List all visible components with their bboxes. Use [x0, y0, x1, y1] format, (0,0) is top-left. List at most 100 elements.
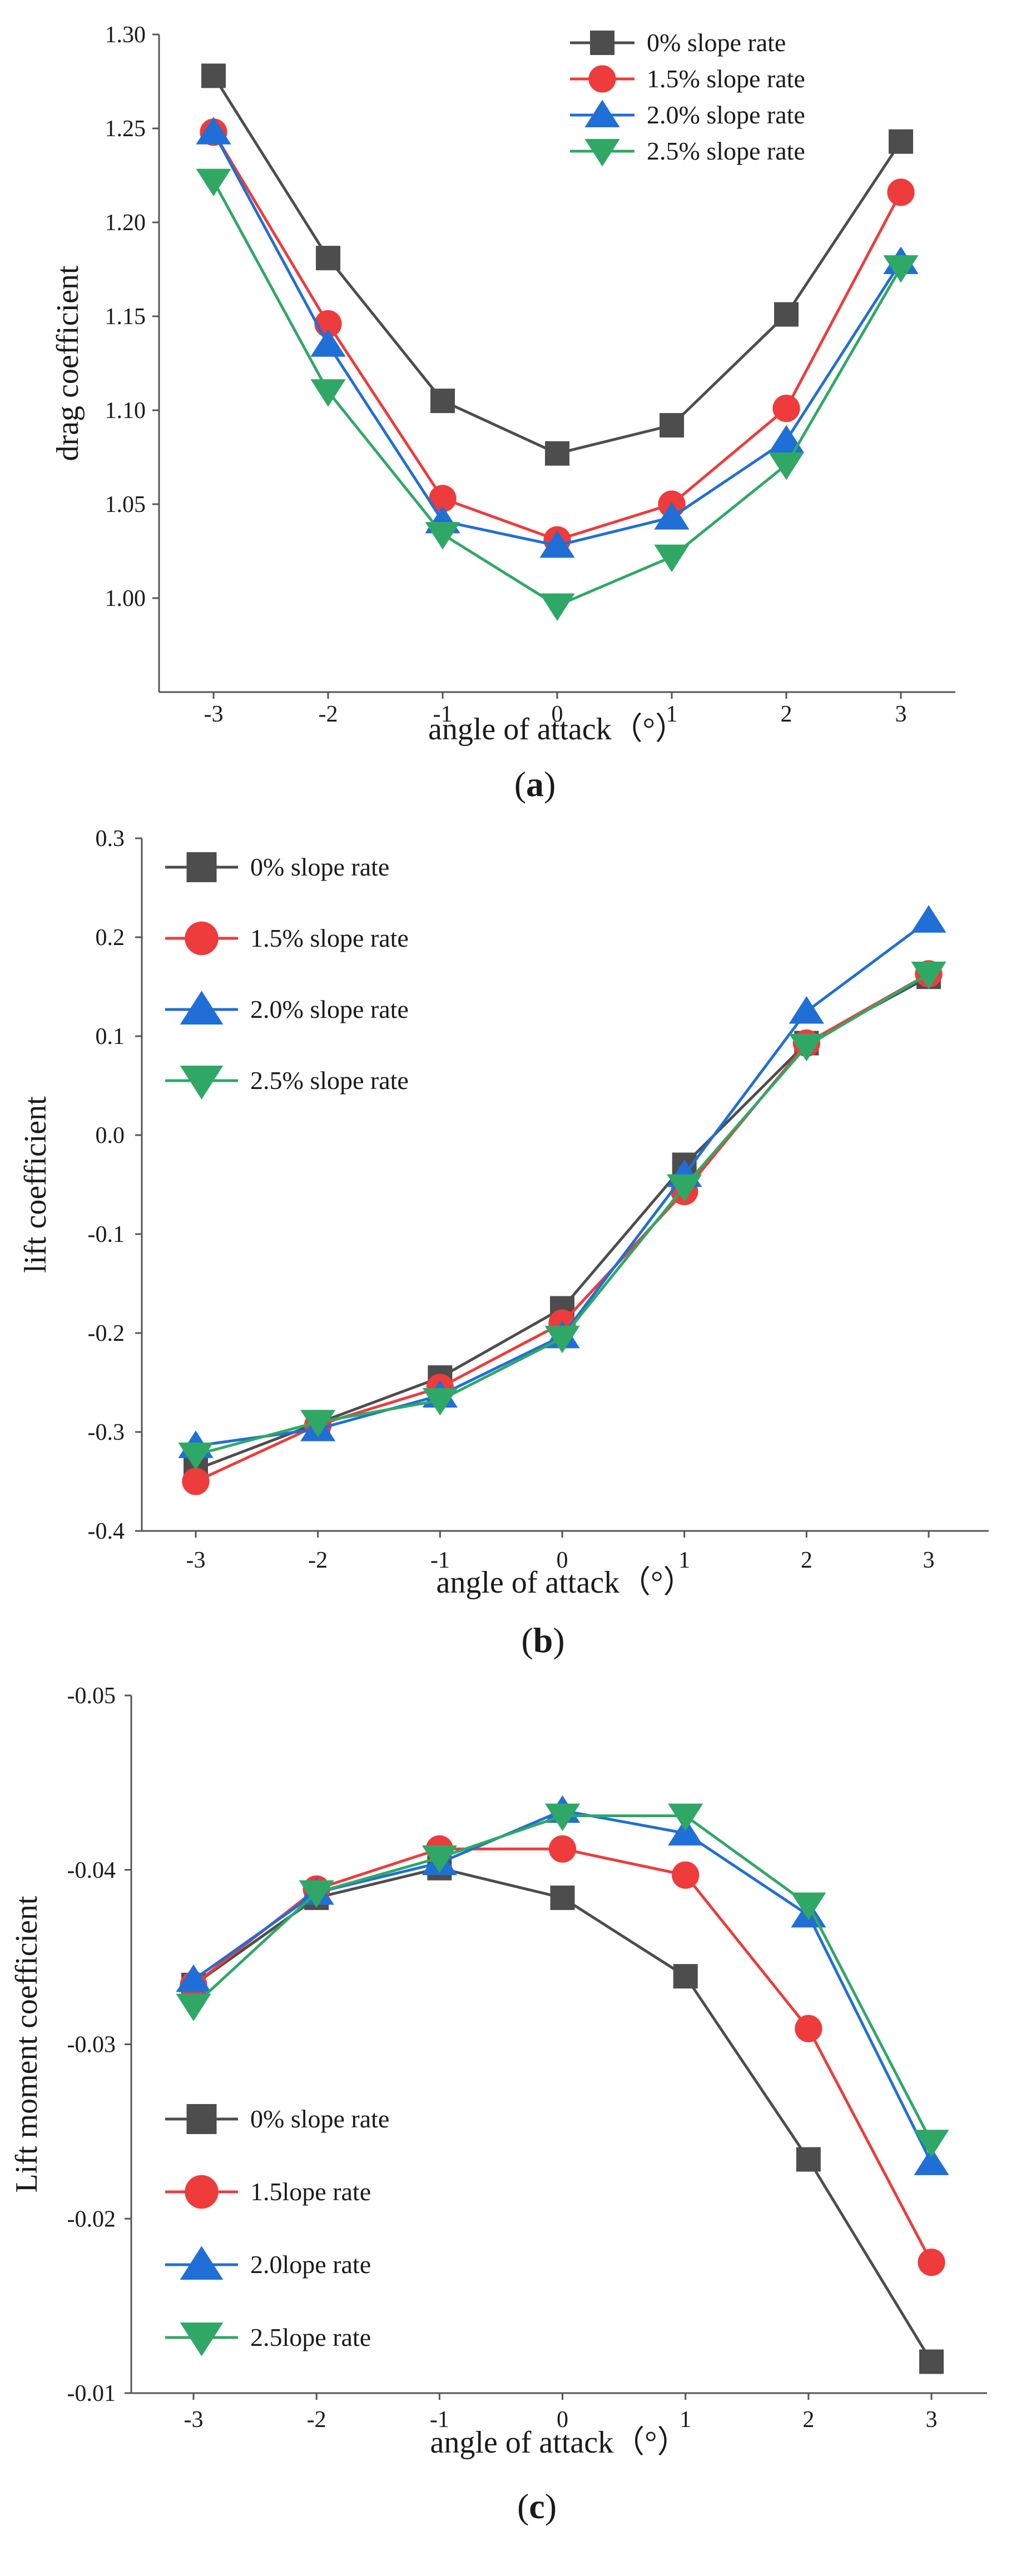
y-tick-label: 0.1	[96, 1024, 125, 1050]
y-tick-label: -0.4	[88, 1519, 125, 1544]
data-point	[911, 905, 946, 933]
data-point	[176, 1964, 211, 1992]
data-point	[769, 452, 804, 480]
data-point	[887, 178, 915, 206]
legend-label: 2.5lope rate	[250, 2323, 371, 2351]
y-tick-label: -0.04	[67, 1858, 116, 1883]
data-point	[673, 1964, 698, 1989]
data-point	[178, 1442, 214, 1470]
data-point	[429, 485, 457, 513]
legend-marker	[584, 139, 620, 167]
legend-marker	[180, 2323, 224, 2356]
legend-marker	[185, 921, 219, 956]
legend-label: 2.5% slope rate	[250, 1066, 409, 1095]
data-point	[176, 1993, 211, 2021]
panel-label-open-paren: (	[521, 1620, 533, 1660]
data-point	[544, 1325, 580, 1354]
data-point	[914, 2147, 949, 2175]
data-point	[539, 530, 575, 558]
legend-label: 1.5% slope rate	[647, 64, 805, 93]
data-point	[182, 1468, 210, 1495]
data-point	[196, 168, 231, 197]
series-two-zero	[178, 905, 946, 1458]
data-point	[667, 1174, 702, 1202]
y-tick-label: 1.30	[105, 22, 146, 48]
chart-panel-b: -0.4 -0.3 -0.2 -0.1 0.0 0.1 0.2 0.3 -3 -2 -1 0 1 2 3 an…	[18, 826, 989, 1660]
x-tick-label: 2	[781, 702, 792, 727]
x-tick-label: -1	[433, 702, 453, 727]
data-point	[548, 1835, 577, 1863]
data-point	[795, 2015, 822, 2042]
data-point	[883, 255, 919, 283]
legend-marker	[588, 65, 616, 93]
y-tick-label: 1.00	[105, 586, 146, 611]
y-tick-label: -0.03	[67, 2032, 116, 2058]
data-point	[310, 329, 346, 357]
y-tick-label: -0.1	[88, 1222, 125, 1247]
y-tick-label: 1.05	[105, 492, 146, 518]
legend-marker	[590, 31, 614, 55]
data-point	[914, 2130, 949, 2157]
series-two-zero	[196, 117, 919, 558]
series-one-five	[182, 960, 943, 1495]
x-tick-label: 0	[552, 702, 563, 727]
legend-marker	[185, 2175, 219, 2209]
y-tick-label: 0.0	[96, 1123, 125, 1148]
data-point	[300, 1410, 336, 1438]
x-tick-label: 3	[923, 1548, 935, 1573]
y-tick-label: 1.10	[105, 398, 146, 424]
legend-label: 2.5% slope rate	[647, 137, 805, 165]
legend-marker	[180, 991, 224, 1025]
y-tick-label: -0.2	[88, 1321, 125, 1346]
x-tick-label: 0	[557, 1548, 568, 1573]
y-axis-label: Lift moment coefficient	[9, 1896, 44, 2192]
x-tick-label: 1	[680, 2407, 691, 2433]
data-point	[196, 117, 231, 145]
x-tick-label: -2	[319, 702, 338, 727]
legend-marker	[180, 1066, 224, 1100]
y-axis-label: lift coefficient	[18, 1096, 53, 1273]
legend-label: 2.0% slope rate	[250, 995, 409, 1023]
data-point	[430, 389, 455, 414]
legend-label: 0% slope rate	[647, 28, 786, 57]
y-tick-label: 1.15	[105, 304, 146, 330]
panel-label: (b)	[521, 1620, 564, 1660]
data-point	[911, 961, 946, 989]
legend-label: 1.5lope rate	[250, 2177, 371, 2206]
data-point	[796, 2147, 821, 2172]
legend: 0% slope rate 1.5% slope rate 2.0% slope r…	[165, 852, 409, 1100]
legend-marker	[584, 100, 620, 127]
series-two-five	[178, 961, 946, 1470]
legend-marker	[186, 852, 217, 882]
data-point	[789, 1033, 824, 1062]
data-point	[774, 302, 799, 327]
data-point	[918, 2249, 945, 2276]
x-tick-label: -3	[186, 1548, 206, 1573]
data-point	[668, 1818, 703, 1846]
data-point	[660, 413, 684, 438]
data-point	[425, 522, 460, 550]
panel-label: (c)	[517, 2487, 557, 2526]
x-tick-label: -3	[184, 2407, 204, 2433]
y-tick-label: 0.3	[96, 826, 125, 852]
data-point	[201, 63, 226, 88]
legend-marker	[180, 2246, 224, 2280]
legend-label: 2.0% slope rate	[647, 101, 805, 129]
x-tick-label: 1	[666, 702, 678, 727]
data-point	[422, 1388, 458, 1416]
legend: 0% slope rate 1.5% slope rate 2.0% slope r…	[570, 28, 805, 167]
panel-label-open-paren: (	[517, 2487, 529, 2526]
data-point	[299, 1880, 334, 1908]
data-point	[654, 544, 690, 573]
panel-label-close-paren: )	[553, 1620, 564, 1660]
y-tick-label: 1.20	[105, 210, 146, 236]
data-point	[654, 502, 690, 530]
chart-panel-c: -0.01 -0.02 -0.03 -0.04 -0.05 -3 -2 -1 0 1 2 3 angle…	[9, 1683, 987, 2526]
x-tick-label: 1	[678, 1548, 690, 1573]
panel-label-close-paren: )	[544, 764, 556, 804]
x-tick-label: 0	[557, 2407, 568, 2433]
data-point	[769, 425, 804, 453]
y-tick-label: -0.01	[67, 2381, 116, 2406]
panel-label-letter: b	[533, 1620, 553, 1660]
